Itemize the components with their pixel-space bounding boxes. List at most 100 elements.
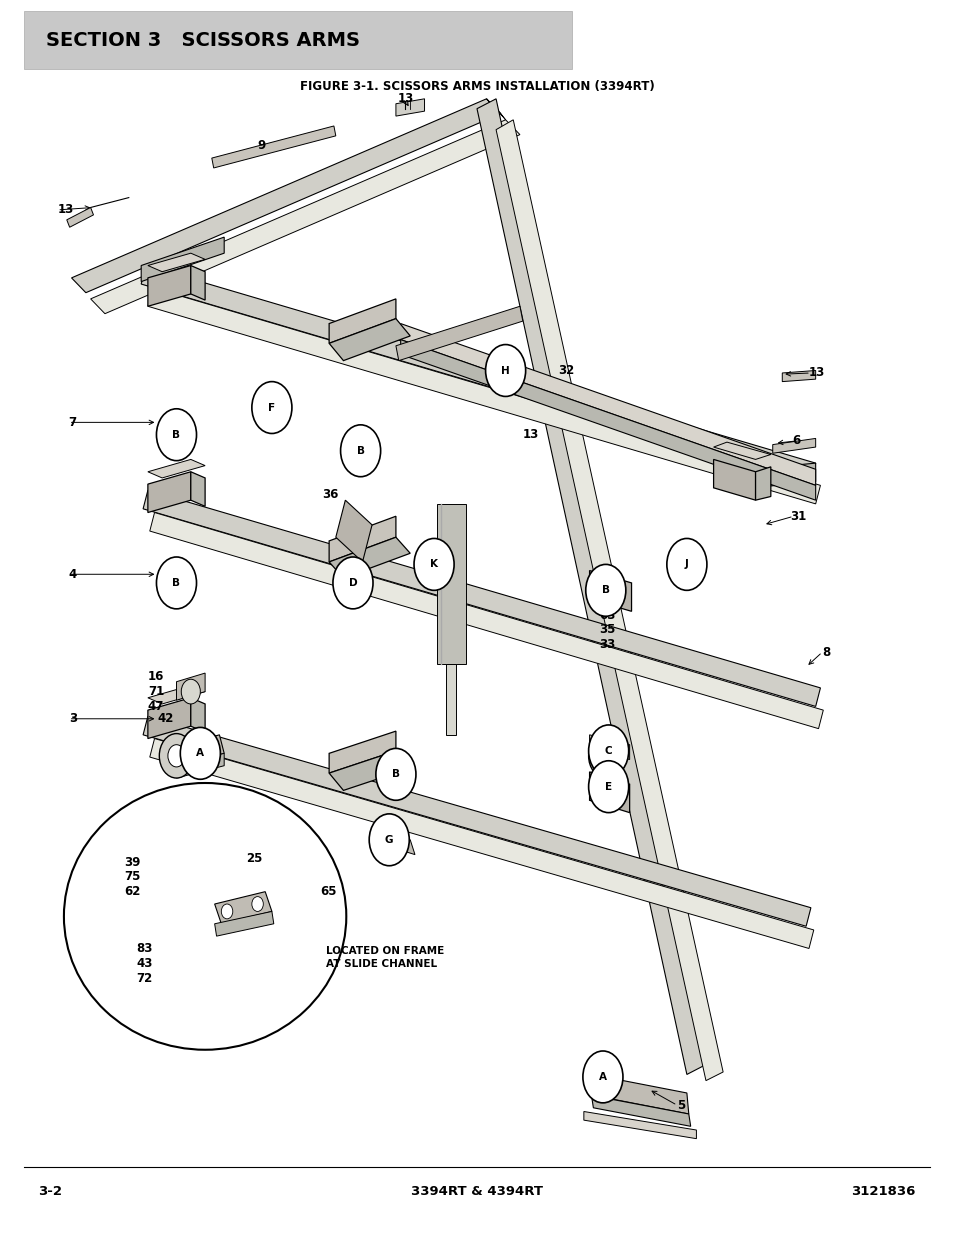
Text: H: H [500,366,510,375]
Circle shape [252,382,292,433]
Circle shape [180,727,220,779]
Circle shape [221,904,233,919]
Polygon shape [446,664,456,735]
Text: 4: 4 [69,568,77,580]
Circle shape [666,538,706,590]
Text: 3394RT & 4394RT: 3394RT & 4394RT [411,1186,542,1198]
Text: K: K [430,559,437,569]
Circle shape [588,734,622,778]
Circle shape [585,564,625,616]
Polygon shape [214,911,274,936]
Polygon shape [214,892,272,924]
Polygon shape [71,99,500,293]
Polygon shape [589,772,629,813]
Polygon shape [148,253,205,272]
Polygon shape [176,753,224,778]
Circle shape [340,425,380,477]
Polygon shape [400,324,815,485]
Polygon shape [143,490,820,706]
Text: 65: 65 [320,885,336,898]
Polygon shape [486,99,505,120]
Text: C: C [604,746,612,756]
Circle shape [168,745,185,767]
Circle shape [378,753,413,798]
Text: 83: 83 [136,942,152,955]
Text: 75: 75 [124,871,140,883]
Polygon shape [436,504,465,664]
Polygon shape [755,467,770,500]
Polygon shape [67,207,93,227]
Polygon shape [591,1095,690,1126]
Text: 16: 16 [148,671,164,683]
Text: 62: 62 [124,885,140,898]
Text: A: A [598,1072,606,1082]
Polygon shape [329,731,395,773]
Circle shape [156,409,196,461]
Polygon shape [724,463,815,490]
Text: B: B [172,578,180,588]
Text: 13: 13 [396,93,414,105]
Polygon shape [496,120,722,1081]
Text: F: F [268,403,275,412]
Text: 33: 33 [598,638,615,651]
Polygon shape [395,99,424,116]
Text: B: B [172,430,180,440]
Text: 8: 8 [821,646,830,658]
Polygon shape [713,442,770,459]
Circle shape [375,748,416,800]
Text: SECTION 3   SCISSORS ARMS: SECTION 3 SCISSORS ARMS [46,31,359,49]
Circle shape [168,424,185,446]
Text: 35: 35 [598,624,615,636]
Text: 39: 39 [124,856,140,868]
Text: 36: 36 [322,488,338,500]
Circle shape [181,679,200,704]
Polygon shape [476,99,705,1074]
Text: 71: 71 [148,685,164,698]
Polygon shape [191,472,205,506]
Polygon shape [329,319,410,361]
Text: 3-2: 3-2 [38,1186,62,1198]
Circle shape [597,745,614,767]
Circle shape [485,345,525,396]
Polygon shape [141,237,224,282]
Polygon shape [583,1112,696,1139]
Text: LOCATED ON FRAME
AT SLIDE CHANNEL: LOCATED ON FRAME AT SLIDE CHANNEL [326,946,444,968]
Text: 3: 3 [69,713,77,725]
Polygon shape [591,1074,688,1114]
Text: 47: 47 [148,700,164,713]
Polygon shape [148,459,205,478]
Text: B: B [392,769,399,779]
Text: A: A [196,748,204,758]
Circle shape [156,557,196,609]
Polygon shape [329,516,395,562]
Circle shape [252,897,263,911]
Polygon shape [150,513,822,729]
Text: D: D [348,578,357,588]
Circle shape [335,561,370,605]
Polygon shape [589,571,631,611]
Polygon shape [589,735,629,760]
Text: B: B [601,585,609,595]
Text: 9: 9 [257,140,266,152]
Polygon shape [212,126,335,168]
Text: FIGURE 3-1. SCISSORS ARMS INSTALLATION (3394RT): FIGURE 3-1. SCISSORS ARMS INSTALLATION (… [299,80,654,93]
Text: 31: 31 [789,510,805,522]
Circle shape [588,725,628,777]
Polygon shape [781,370,815,382]
Text: 5: 5 [677,1099,685,1112]
Circle shape [159,412,193,457]
Circle shape [168,572,185,594]
Polygon shape [713,459,755,500]
FancyBboxPatch shape [24,11,572,69]
Text: 43: 43 [136,957,152,969]
Text: 72: 72 [136,972,152,984]
Polygon shape [148,685,205,704]
Text: 42: 42 [157,713,173,725]
Polygon shape [176,673,205,700]
Polygon shape [329,299,395,343]
Circle shape [387,764,404,787]
Polygon shape [176,735,224,766]
Text: 25: 25 [246,852,262,864]
Polygon shape [141,266,815,482]
Text: G: G [385,835,393,845]
